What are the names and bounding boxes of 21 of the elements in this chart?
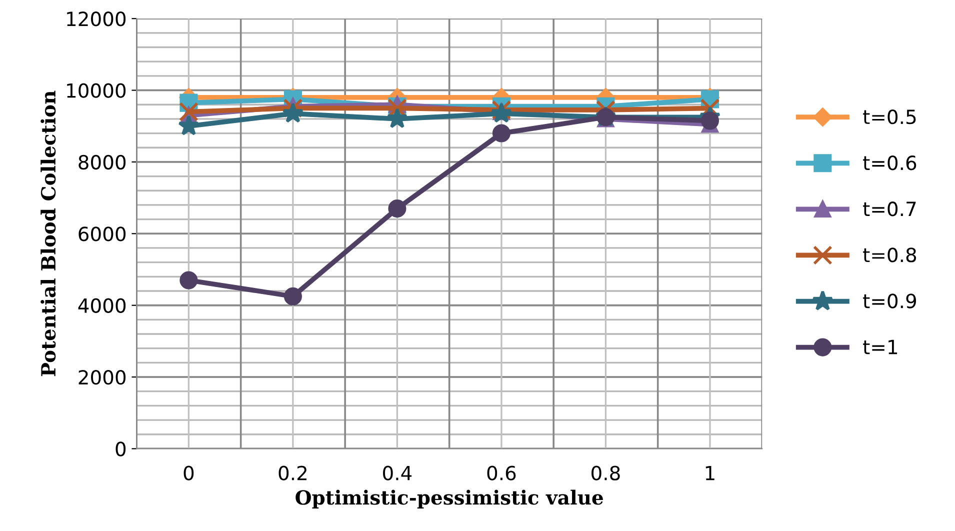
y-tick-label: 8000: [78, 154, 126, 170]
legend-label: t=0.7: [863, 202, 916, 216]
y-tick-label: 2000: [78, 370, 126, 385]
x-tick-label: 0.6: [487, 466, 516, 480]
y-tick-label: 12000: [67, 12, 126, 26]
legend-label: t=0.8: [863, 248, 916, 262]
y-tick-label: 4000: [78, 298, 126, 313]
x-tick-label: 0.4: [383, 466, 412, 480]
x-axis-title: Optimistic-pessimistic value: [296, 490, 603, 509]
legend-label: t=1: [863, 340, 898, 354]
legend-label: t=0.5: [863, 109, 916, 124]
y-tick-label: 0: [116, 442, 126, 456]
x-tick-label: 0.2: [278, 466, 306, 480]
y-axis-title: Potential Blood Collection: [40, 90, 56, 376]
x-tick-label: 0: [184, 466, 194, 480]
x-tick-label: 1: [706, 466, 714, 480]
legend-label: t=0.6: [863, 156, 916, 170]
x-tick-label: 0.8: [592, 466, 620, 480]
legend-label: t=0.9: [863, 294, 916, 308]
y-tick-label: 6000: [78, 226, 126, 242]
y-tick-label: 10000: [67, 83, 126, 98]
